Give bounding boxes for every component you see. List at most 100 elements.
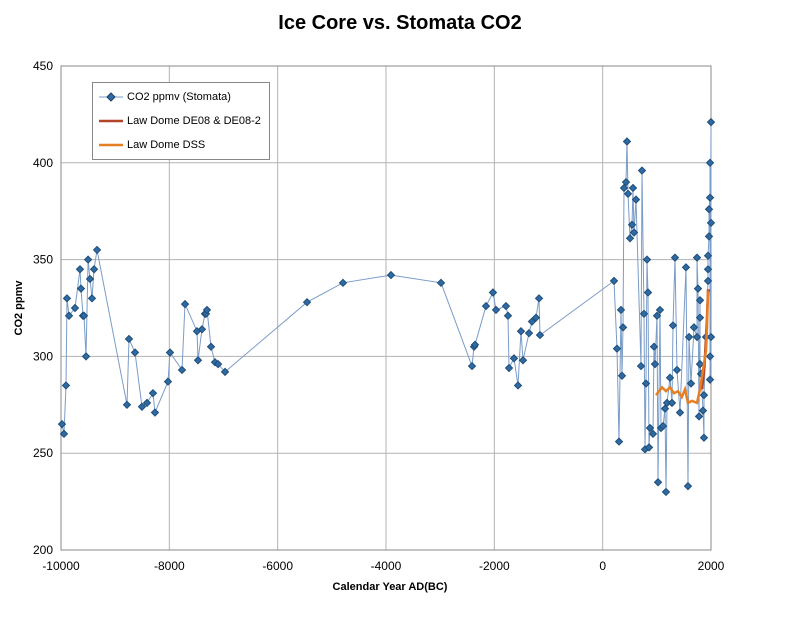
data-point [165, 348, 175, 357]
data-point [83, 255, 93, 264]
data-point [705, 375, 715, 384]
data-point [621, 177, 631, 187]
x-tick-label: -4000 [371, 559, 402, 573]
data-point [706, 332, 716, 342]
data-point [616, 305, 626, 315]
data-point [645, 423, 655, 433]
data-point [686, 379, 696, 388]
data-point [692, 253, 702, 262]
data-point [672, 365, 682, 375]
data-point [59, 429, 69, 439]
data-point [623, 189, 633, 198]
data-point [535, 330, 545, 340]
data-point [661, 487, 671, 497]
data-point [619, 183, 629, 193]
data-point [684, 332, 694, 342]
data-point [636, 361, 646, 371]
data-point [637, 166, 647, 175]
data-point [683, 481, 693, 491]
data-point [130, 348, 140, 357]
data-point [665, 373, 675, 382]
data-point [652, 311, 662, 320]
data-point [653, 478, 663, 487]
data-point [163, 377, 173, 386]
data-point [220, 367, 230, 377]
data-point [142, 398, 152, 408]
data-point [75, 265, 85, 274]
y-tick-label: 400 [33, 156, 53, 170]
data-point [667, 398, 677, 408]
data-point [488, 288, 498, 297]
data-point [503, 311, 513, 320]
data-point [644, 443, 654, 452]
data-point [699, 433, 709, 442]
data-point [704, 205, 714, 214]
data-point [622, 137, 632, 146]
legend-label: Law Dome DSS [127, 139, 206, 151]
data-point [197, 325, 207, 334]
data-point [124, 334, 134, 344]
y-tick-label: 250 [33, 446, 53, 460]
data-point [703, 251, 713, 260]
x-tick-label: -8000 [154, 559, 185, 573]
data-point [516, 327, 526, 336]
data-point [681, 263, 691, 272]
x-tick-label: -10000 [42, 559, 80, 573]
data-point [670, 253, 680, 262]
data-point [467, 361, 477, 371]
data-point [527, 317, 537, 326]
legend-swatch-de08 [99, 119, 123, 123]
data-point [655, 305, 665, 315]
x-tick-label: 0 [599, 559, 606, 573]
data-point [703, 276, 713, 286]
data-point [675, 408, 685, 417]
data-point [693, 284, 703, 293]
data-point [642, 255, 652, 264]
data-point [76, 284, 86, 293]
data-point [85, 274, 95, 284]
data-point [650, 359, 660, 369]
data-point [618, 323, 628, 332]
data-point [177, 365, 187, 375]
data-point [81, 352, 91, 361]
data-point [150, 408, 160, 417]
data-point [609, 276, 619, 286]
data-point [302, 297, 312, 307]
data-point [491, 305, 501, 315]
data-point [692, 332, 702, 342]
plot-border [60, 65, 712, 551]
y-axis-label: CO2 ppmv [13, 280, 25, 336]
data-point [193, 356, 203, 365]
data-point [648, 429, 658, 439]
y-tick-label: 200 [33, 543, 53, 557]
data-point [513, 381, 523, 390]
data-point [617, 371, 627, 380]
data-point [668, 321, 678, 330]
legend-item-stomata: CO2 ppmv (Stomata) [99, 89, 231, 105]
data-point [137, 402, 147, 411]
data-point [92, 245, 102, 255]
legend-item-dss: Law Dome DSS [99, 137, 205, 153]
data-point [631, 195, 641, 204]
data-point [705, 193, 715, 202]
data-point [704, 232, 714, 241]
data-point [639, 309, 649, 319]
data-point [470, 340, 480, 349]
legend-label: CO2 ppmv (Stomata) [127, 91, 231, 103]
data-point [89, 265, 99, 274]
data-point [703, 265, 713, 274]
data-point [658, 421, 668, 431]
data-point [213, 359, 223, 369]
legend-label: Law Dome DE08 & DE08-2 [127, 115, 261, 127]
x-tick-label: -2000 [479, 559, 510, 573]
legend-swatch-dss [99, 143, 123, 147]
data-point [628, 183, 638, 193]
data-point [625, 234, 635, 243]
data-point [501, 301, 511, 311]
data-point [689, 323, 699, 332]
legend: CO2 ppmv (Stomata) Law Dome DE08 & DE08-… [92, 82, 270, 160]
series-line-2 [655, 290, 710, 405]
legend-swatch-stomata [99, 92, 123, 102]
